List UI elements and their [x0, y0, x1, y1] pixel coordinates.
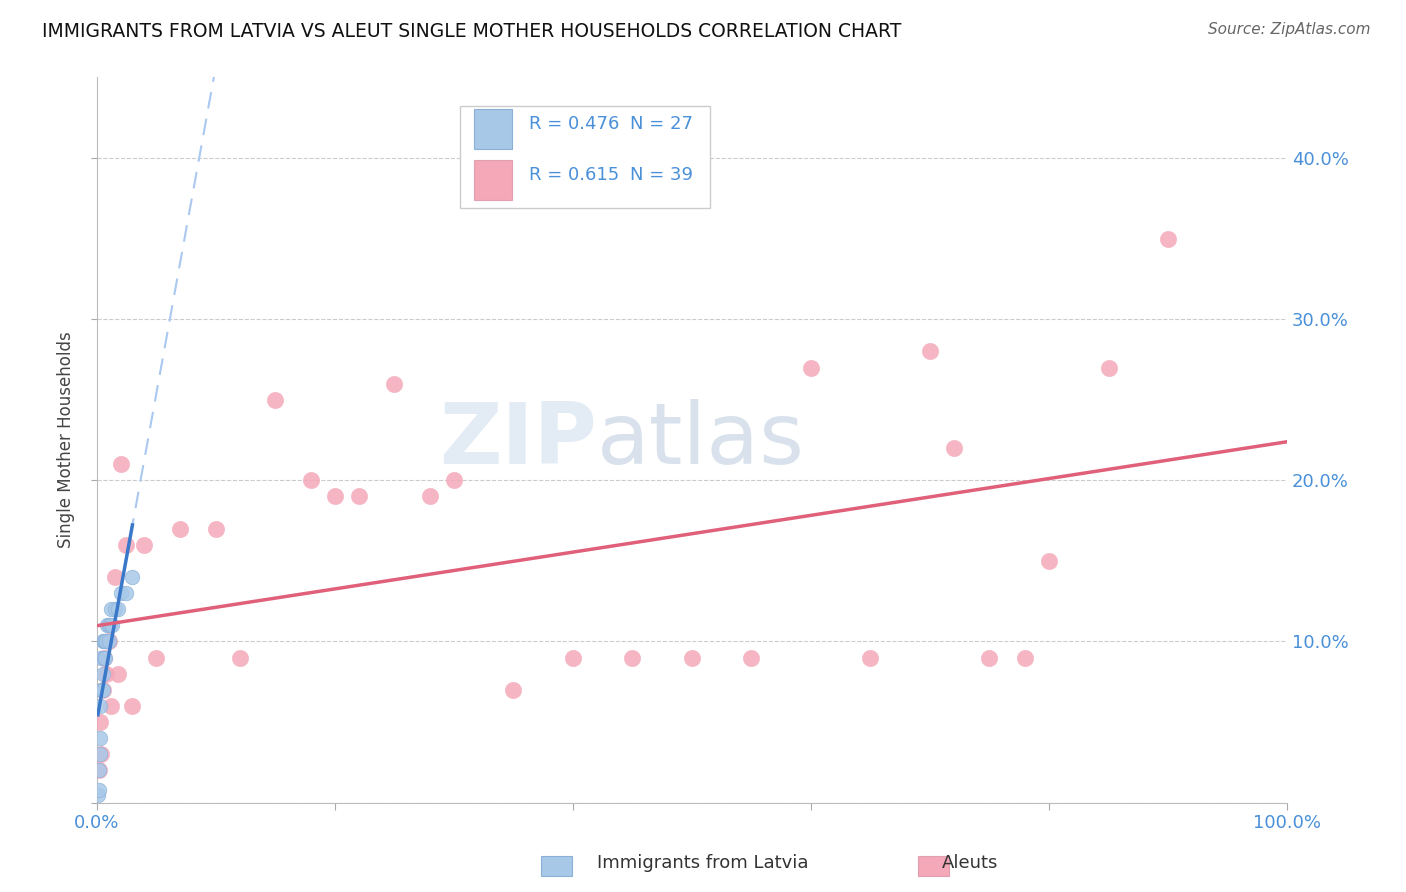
Text: R = 0.615: R = 0.615 [529, 166, 619, 184]
Text: Source: ZipAtlas.com: Source: ZipAtlas.com [1208, 22, 1371, 37]
Point [107, 666, 129, 681]
Point [97, 618, 120, 632]
Point [121, 698, 143, 713]
Point [93, 650, 115, 665]
Point [87, 764, 110, 778]
Point [228, 650, 250, 665]
Point [93, 650, 115, 665]
FancyBboxPatch shape [460, 106, 710, 208]
Point [93, 634, 115, 648]
Point [1038, 554, 1060, 568]
Point [621, 650, 644, 665]
Point [98, 618, 121, 632]
Point [90, 682, 112, 697]
Point [299, 473, 322, 487]
Text: atlas: atlas [596, 399, 804, 482]
Point [89, 698, 111, 713]
Point [94, 650, 117, 665]
Point [107, 602, 129, 616]
Point [91, 666, 114, 681]
Point [90, 747, 112, 762]
Point [169, 522, 191, 536]
Point [100, 602, 122, 616]
Point [110, 457, 132, 471]
Point [1097, 360, 1119, 375]
Point [979, 650, 1001, 665]
Point [89, 731, 111, 746]
Point [103, 602, 125, 616]
Point [115, 586, 138, 600]
Text: Immigrants from Latvia: Immigrants from Latvia [598, 855, 808, 872]
Point [91, 682, 114, 697]
Point [264, 392, 287, 407]
FancyBboxPatch shape [474, 110, 512, 149]
Point [502, 682, 524, 697]
Point [103, 570, 125, 584]
Point [96, 634, 118, 648]
Point [323, 490, 346, 504]
Point [91, 682, 114, 697]
Bar [918, 856, 949, 876]
Y-axis label: Single Mother Households: Single Mother Households [58, 332, 75, 549]
Text: N = 39: N = 39 [630, 166, 693, 184]
Text: Aleuts: Aleuts [942, 855, 998, 872]
Point [382, 376, 405, 391]
Point [96, 666, 118, 681]
Point [443, 473, 465, 487]
Point [347, 490, 370, 504]
Point [1157, 231, 1180, 245]
Point [97, 634, 120, 648]
Point [800, 360, 823, 375]
Text: IMMIGRANTS FROM LATVIA VS ALEUT SINGLE MOTHER HOUSEHOLDS CORRELATION CHART: IMMIGRANTS FROM LATVIA VS ALEUT SINGLE M… [42, 22, 901, 41]
Text: R = 0.476: R = 0.476 [529, 115, 619, 133]
Point [204, 522, 226, 536]
Point [89, 714, 111, 729]
Point [134, 538, 156, 552]
Point [859, 650, 882, 665]
Point [100, 698, 122, 713]
Point [419, 490, 441, 504]
Point [101, 618, 124, 632]
FancyBboxPatch shape [474, 161, 512, 200]
Point [1014, 650, 1036, 665]
Point [115, 538, 138, 552]
Point [94, 634, 117, 648]
Point [681, 650, 703, 665]
Point [87, 782, 110, 797]
Point [96, 618, 118, 632]
Text: ZIP: ZIP [439, 399, 596, 482]
Point [121, 570, 143, 584]
Text: N = 27: N = 27 [630, 115, 693, 133]
Point [561, 650, 583, 665]
Point [89, 747, 111, 762]
Point [91, 634, 114, 648]
Point [110, 586, 132, 600]
Bar [541, 856, 572, 876]
Point [90, 650, 112, 665]
Point [942, 441, 965, 455]
Point [87, 764, 110, 778]
Point [918, 344, 941, 359]
Point [740, 650, 762, 665]
Point [97, 634, 120, 648]
Point [145, 650, 167, 665]
Point [87, 788, 110, 802]
